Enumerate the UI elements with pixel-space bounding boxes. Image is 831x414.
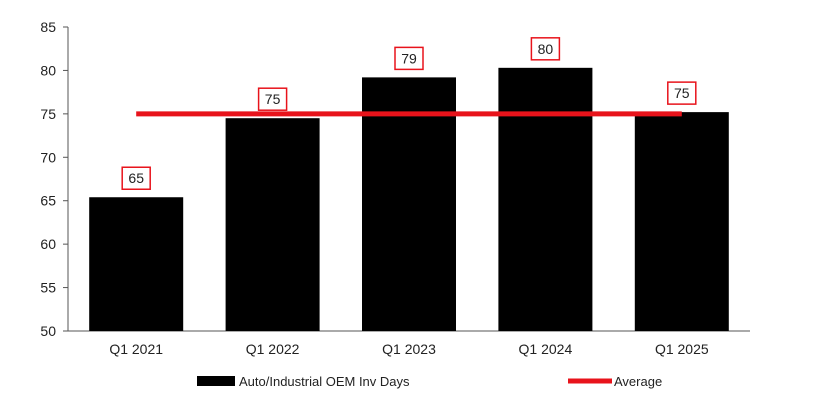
data-label: 75 (674, 85, 690, 101)
x-tick-label: Q1 2024 (519, 341, 573, 357)
bar (362, 77, 456, 332)
data-label: 79 (401, 50, 417, 66)
data-label: 75 (265, 91, 281, 107)
y-tick-label: 65 (40, 193, 56, 209)
data-label-box (257, 87, 288, 111)
data-labels: 65 75 79 80 75 (121, 37, 697, 190)
y-tick-label: 75 (40, 106, 56, 122)
bar (634, 112, 729, 332)
x-axis: Q1 2021 Q1 2022 Q1 2023 Q1 2024 Q1 2025 (68, 330, 750, 357)
x-tick-label: Q1 2023 (382, 341, 436, 357)
y-axis: 50 55 60 65 70 75 80 85 (40, 19, 69, 339)
bar-series (89, 67, 729, 332)
bar (89, 197, 184, 331)
legend-label-bars: Auto/Industrial OEM Inv Days (239, 374, 410, 389)
data-label-box (667, 81, 697, 105)
data-label: 80 (538, 41, 554, 57)
bar (498, 67, 593, 331)
x-tick-label: Q1 2021 (109, 341, 163, 357)
bar (225, 118, 320, 331)
y-tick-label: 55 (40, 280, 56, 296)
x-tick-label: Q1 2025 (655, 341, 709, 357)
y-tick-label: 70 (40, 149, 56, 165)
y-tick-label: 60 (40, 236, 56, 252)
y-tick-label: 50 (40, 323, 56, 339)
legend-swatch-bars (197, 376, 235, 386)
y-tick-label: 80 (40, 62, 56, 78)
x-tick-label: Q1 2022 (246, 341, 300, 357)
data-label-box (121, 166, 151, 190)
y-tick-label: 85 (40, 19, 56, 35)
data-label-box (530, 37, 561, 61)
legend: Auto/Industrial OEM Inv Days Average (197, 374, 662, 389)
data-label-box (394, 46, 424, 71)
legend-label-average: Average (614, 374, 662, 389)
data-label: 65 (128, 170, 144, 186)
